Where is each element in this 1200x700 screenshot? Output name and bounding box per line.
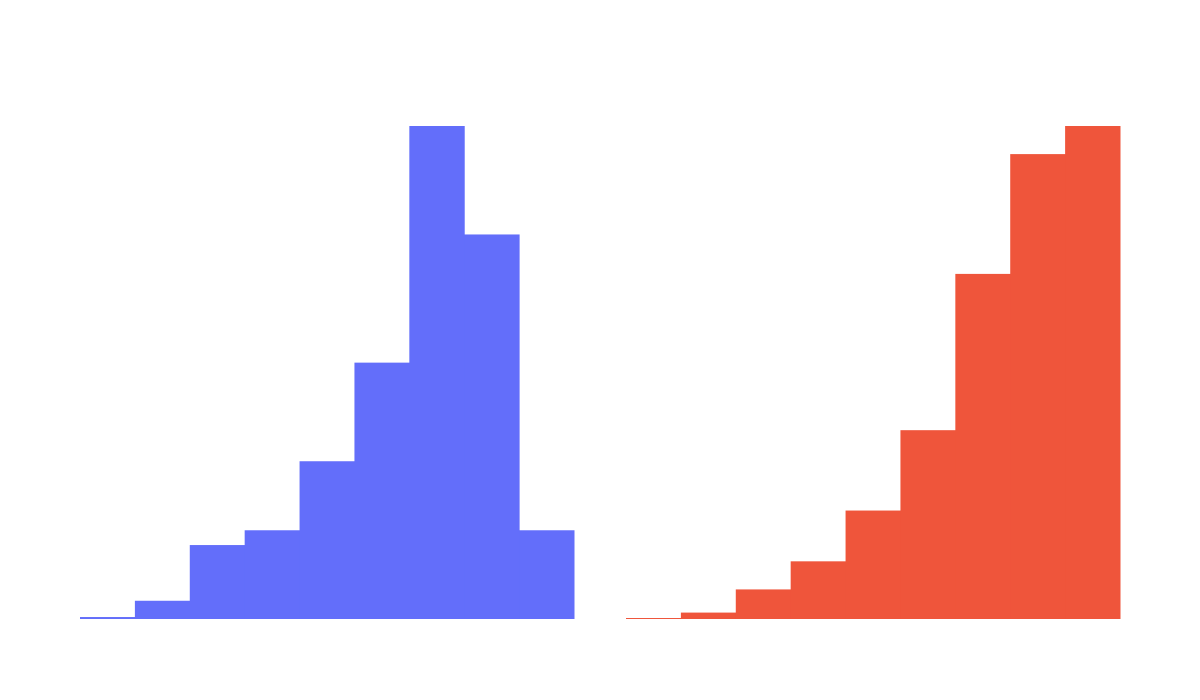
histogram-bar-right-3 <box>735 589 792 619</box>
histogram-bar-right-8 <box>1010 154 1066 619</box>
histogram-bar-left-8 <box>464 234 520 619</box>
histogram-bar-right-1 <box>626 618 682 619</box>
histogram-bar-left-5 <box>299 461 355 619</box>
histogram-bar-right-7 <box>955 273 1011 619</box>
histogram-bar-right-6 <box>900 430 956 619</box>
histogram-bar-right-2 <box>680 612 737 619</box>
histogram-bar-right-9 <box>1065 126 1121 619</box>
histogram-bar-right-4 <box>790 561 847 619</box>
histogram-bar-left-9 <box>519 530 575 619</box>
histogram-bar-right-5 <box>845 510 901 619</box>
histogram-bar-left-4 <box>244 530 301 619</box>
histogram-panel-right <box>626 126 1121 619</box>
histogram-bar-left-1 <box>80 617 136 619</box>
histogram-bar-left-7 <box>409 126 465 619</box>
histogram-panel-left <box>80 126 575 619</box>
histogram-bar-left-6 <box>354 362 410 619</box>
histogram-bar-left-3 <box>189 545 246 619</box>
histogram-bar-left-2 <box>134 600 191 619</box>
